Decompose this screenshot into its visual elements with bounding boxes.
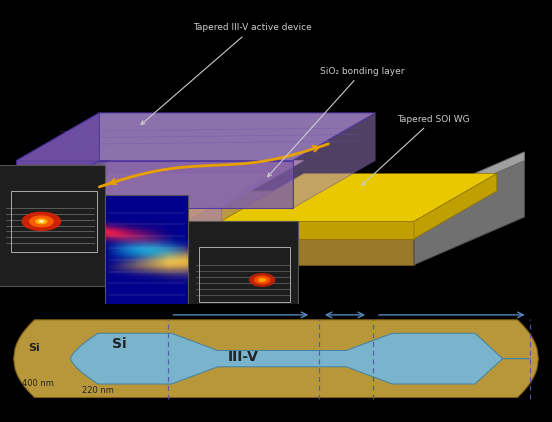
Ellipse shape: [39, 220, 44, 223]
Text: Tapered III-V active device: Tapered III-V active device: [141, 23, 312, 124]
Polygon shape: [28, 239, 414, 265]
Text: SiO₂ bonding layer: SiO₂ bonding layer: [268, 67, 405, 177]
Polygon shape: [17, 113, 99, 208]
Polygon shape: [17, 113, 375, 161]
Text: Si: Si: [112, 337, 126, 352]
Polygon shape: [28, 191, 497, 239]
Polygon shape: [28, 173, 270, 222]
Polygon shape: [414, 152, 524, 208]
Polygon shape: [414, 173, 497, 239]
Polygon shape: [414, 161, 524, 265]
Text: Si: Si: [28, 344, 40, 353]
Ellipse shape: [29, 215, 54, 227]
Ellipse shape: [254, 276, 270, 284]
Polygon shape: [221, 222, 414, 239]
Text: III-V: III-V: [228, 349, 259, 364]
Text: 400 nm: 400 nm: [22, 379, 54, 388]
Polygon shape: [28, 208, 221, 222]
Polygon shape: [14, 320, 538, 398]
Ellipse shape: [249, 273, 275, 287]
Polygon shape: [71, 333, 530, 384]
Ellipse shape: [35, 218, 47, 225]
Polygon shape: [414, 191, 497, 265]
Ellipse shape: [22, 211, 61, 231]
Polygon shape: [188, 222, 298, 313]
Polygon shape: [0, 165, 105, 287]
Polygon shape: [28, 161, 304, 208]
Polygon shape: [28, 222, 188, 239]
Text: 220 nm: 220 nm: [82, 386, 113, 395]
Text: Tapered SOI WG: Tapered SOI WG: [362, 114, 470, 185]
Polygon shape: [221, 173, 497, 222]
Ellipse shape: [258, 278, 266, 282]
Polygon shape: [293, 113, 375, 208]
Polygon shape: [17, 161, 293, 208]
